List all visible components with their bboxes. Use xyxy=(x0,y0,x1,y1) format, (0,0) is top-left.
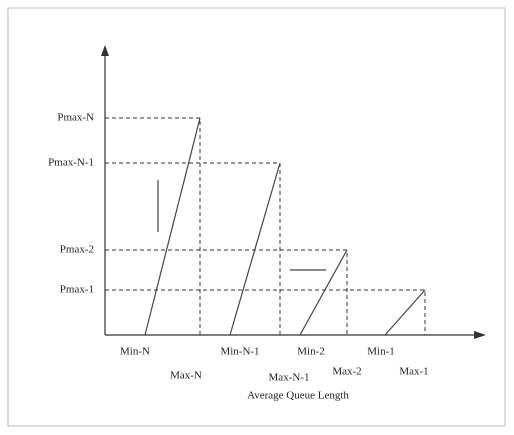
x-label: Max-2 xyxy=(332,366,361,378)
y-label: Pmax-2 xyxy=(60,244,94,256)
x-label: Min-N-1 xyxy=(220,346,259,358)
axes xyxy=(101,45,486,339)
x-axis-title: Average Queue Length xyxy=(247,390,349,402)
x-label: Min-2 xyxy=(297,346,325,358)
x-label: Min-N xyxy=(120,346,150,358)
slopes xyxy=(144,117,426,336)
x-label: Max-N xyxy=(170,370,202,382)
x-label: Min-1 xyxy=(367,346,395,358)
x-label: Max-N-1 xyxy=(269,372,310,384)
frame xyxy=(7,7,506,427)
y-label: Pmax-N xyxy=(57,112,94,124)
y-label: Pmax-N-1 xyxy=(48,157,94,169)
x-label: Max-1 xyxy=(399,366,428,378)
y-label: Pmax-1 xyxy=(60,284,94,296)
